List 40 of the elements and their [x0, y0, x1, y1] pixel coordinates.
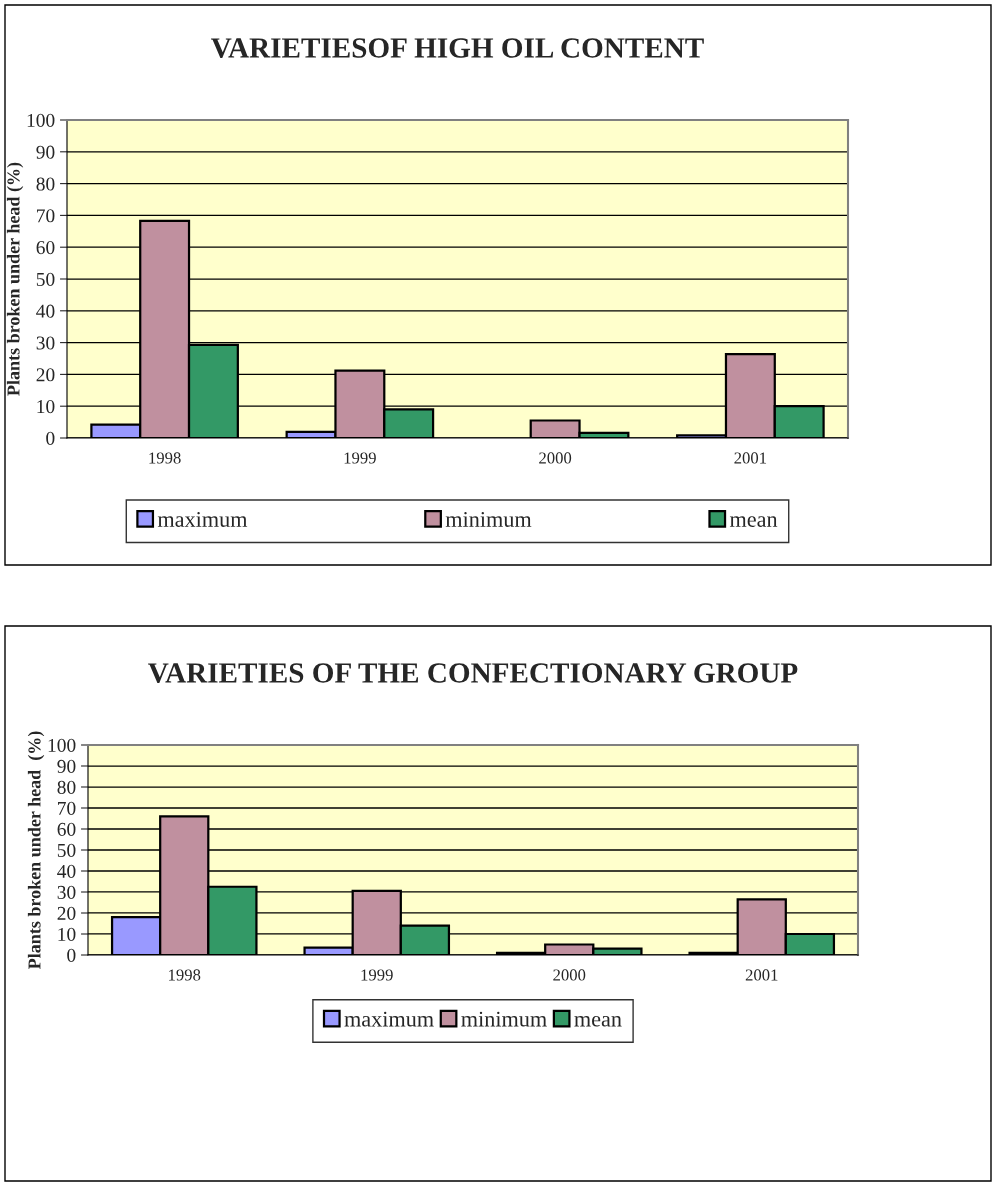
y-tick-label: 40: [36, 304, 55, 318]
x-tick-label: 1998: [169, 969, 201, 981]
y-tick-label: 50: [36, 272, 55, 286]
y-tick-label: 0: [46, 431, 55, 445]
y-tick-label: 20: [57, 906, 76, 920]
y-tick-label: 70: [58, 801, 76, 815]
y-tick-label: 0: [67, 948, 76, 962]
x-tick-label: 2000: [539, 452, 572, 464]
y-tick-label: 90: [57, 759, 76, 773]
y-tick-label: 10: [37, 400, 55, 414]
y-tick-label: 10: [58, 927, 76, 941]
legend-label: minimum: [461, 1011, 547, 1027]
legend-label: maximum: [344, 1011, 434, 1027]
y-tick-label: 20: [36, 368, 55, 382]
y-tick-label: 60: [57, 822, 76, 836]
legend-label: mean: [574, 1015, 622, 1027]
y-tick-label: 30: [57, 885, 76, 899]
y-axis-title: Plants broken under head (%): [6, 162, 24, 396]
legend-label: minimum: [445, 511, 532, 527]
y-tick-label: 50: [57, 843, 76, 857]
x-tick-label: 1998: [149, 452, 181, 464]
x-tick-label: 2000: [553, 969, 586, 981]
legend-label: mean: [729, 516, 778, 527]
x-tick-label: 2001: [734, 452, 767, 464]
y-tick-label: 30: [36, 336, 55, 350]
y-tick-label: 100: [27, 113, 55, 127]
y-axis-title: Plants broken under head (%): [27, 731, 45, 969]
y-tick-label: 80: [36, 177, 55, 191]
y-tick-label: 60: [36, 241, 55, 255]
y-tick-label: 40: [57, 864, 76, 878]
x-tick-label: 1999: [344, 452, 376, 464]
y-tick-label: 90: [36, 145, 55, 159]
legend-label: maximum: [157, 511, 248, 527]
y-tick-label: 70: [37, 209, 55, 223]
y-tick-label: 80: [57, 780, 76, 794]
x-tick-label: 1999: [361, 969, 393, 981]
chart-title: VARIETIES OF THE CONFECTIONARY GROUP: [148, 663, 798, 683]
chart-title: VARIETIESOF HIGH OIL CONTENT: [211, 38, 704, 58]
x-tick-label: 2001: [745, 969, 778, 981]
y-tick-label: 100: [48, 738, 76, 752]
